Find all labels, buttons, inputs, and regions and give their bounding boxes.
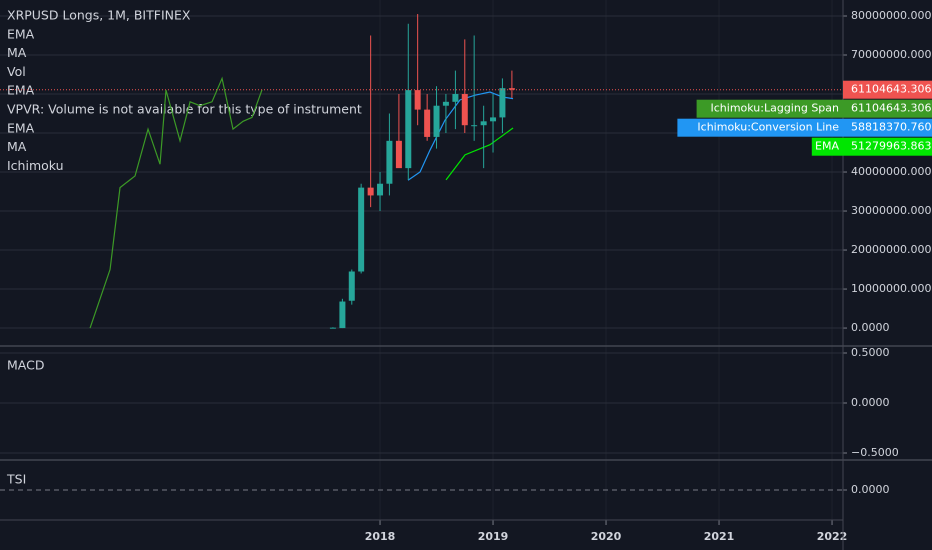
candle-body — [339, 301, 346, 329]
y-tick-label: 0.0000 — [851, 396, 890, 409]
x-tick-label: 2020 — [591, 530, 622, 543]
legend-entry: Vol — [7, 64, 26, 79]
indicator-line — [89, 76, 263, 329]
x-tick-label: 2021 — [704, 530, 735, 543]
y-tick-label: 0.5000 — [851, 346, 890, 359]
candle-body — [490, 117, 497, 122]
y-tick-label: 80000000.0000 — [851, 9, 932, 22]
candle-body — [367, 187, 374, 196]
candle-body — [386, 140, 393, 184]
legend-entry: EMA — [7, 26, 35, 41]
legend-entry: MA — [7, 45, 27, 60]
y-tick-label: 40000000.0000 — [851, 165, 932, 178]
series-tag-name: Ichimoku:Conversion Line — [697, 121, 839, 134]
x-tick-label: 2022 — [817, 530, 848, 543]
pane-title: MACD — [7, 358, 44, 373]
legend-entry: MA — [7, 139, 27, 154]
series-tag-value: 61104643.3060 — [851, 102, 932, 115]
candle-body — [452, 94, 459, 102]
series-tag-name: EMA — [815, 140, 839, 153]
candle-body — [433, 105, 440, 137]
candle-body — [424, 109, 431, 137]
candle-body — [348, 271, 355, 301]
candle-body — [442, 101, 449, 106]
candle-body — [377, 183, 384, 196]
indicator-line — [445, 127, 514, 181]
candle-body — [508, 88, 515, 90]
y-tick-label: 70000000.0000 — [851, 48, 932, 61]
series-tag — [677, 118, 932, 137]
y-tick-label: −0.5000 — [851, 446, 899, 459]
legend-entry: XRPUSD Longs, 1M, BITFINEX — [7, 8, 191, 23]
candle-body — [358, 187, 365, 272]
candle-body — [461, 94, 468, 126]
y-tick-label: 30000000.0000 — [851, 204, 932, 217]
pane-title: TSI — [6, 472, 26, 487]
series-tag-name: Ichimoku:Lagging Span — [711, 102, 840, 115]
y-tick-label: 0.0000 — [851, 321, 890, 334]
candle-body — [329, 327, 336, 329]
indicator-line — [407, 91, 514, 181]
candle-body — [499, 88, 506, 118]
series-tag-value: 51279963.8637 — [851, 140, 932, 153]
candle-body — [405, 90, 412, 169]
price-tag-label: 61104643.3060 — [851, 83, 932, 96]
y-tick-label: 10000000.0000 — [851, 282, 932, 295]
series-tag — [696, 99, 932, 118]
legend-entry: VPVR: Volume is not available for this t… — [7, 102, 362, 117]
x-tick-label: 2018 — [365, 530, 396, 543]
candle-body — [414, 90, 421, 110]
legend-entry: Ichimoku — [7, 158, 64, 173]
legend-entry: EMA — [7, 120, 35, 135]
legend-entry: EMA — [7, 83, 35, 98]
x-tick-label: 2019 — [478, 530, 509, 543]
series-tag — [811, 137, 932, 156]
candle-body — [480, 121, 487, 126]
candle-body — [395, 140, 402, 169]
price-tag — [843, 80, 932, 99]
series-tag-value: 58818370.7609 — [851, 121, 932, 134]
y-tick-label: 0.0000 — [851, 483, 890, 496]
candle-body — [471, 125, 478, 127]
y-tick-label: 20000000.0000 — [851, 243, 932, 256]
